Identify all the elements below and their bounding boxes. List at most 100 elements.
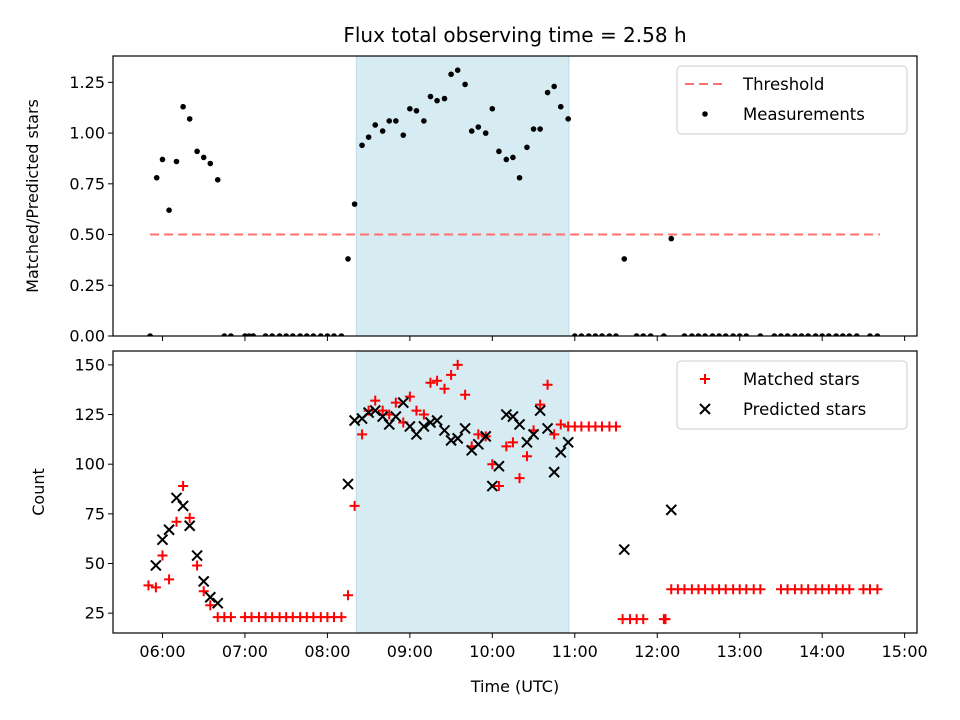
y-axis-label: Count [29, 468, 48, 516]
measurement-point [592, 333, 599, 336]
predicted-star-point [390, 410, 402, 423]
matched-star-point [638, 614, 649, 625]
measurement-point [778, 333, 784, 336]
measurement-point [454, 67, 461, 74]
matched-star-point [349, 500, 360, 511]
legend-plus-label: Matched stars [743, 370, 860, 389]
matched-star-point [150, 582, 161, 593]
measurement-point [318, 333, 324, 336]
legend-box [676, 360, 908, 430]
matched-star-point [501, 441, 512, 452]
matched-star-point [535, 399, 546, 410]
x-axis-label: Time (UTC) [470, 677, 559, 696]
measurement-point [462, 81, 468, 88]
measurement-point [530, 126, 537, 132]
x-tick-label: 08:00 [304, 642, 350, 661]
measurement-point [792, 333, 798, 336]
matched-star-point [192, 560, 203, 571]
measurement-point [180, 103, 186, 110]
predicted-star-point [534, 404, 546, 417]
matched-star-point [205, 600, 216, 611]
measurement-point [303, 333, 310, 336]
predicted-star-point [451, 432, 464, 445]
x-tick-label: 14:00 [799, 642, 845, 661]
observing-window-span [355, 55, 570, 337]
matched-star-point [418, 409, 429, 420]
matched-star-point [198, 586, 209, 597]
predicted-star-point [459, 422, 471, 435]
measurement-point [228, 333, 234, 336]
measurement-point [771, 333, 778, 336]
measurement-point [214, 176, 221, 183]
chart-title: Flux total observing time = 2.58 h [343, 23, 686, 47]
measurement-point [524, 144, 530, 151]
measurement-point [668, 235, 675, 242]
y-tick-label: 100 [74, 455, 105, 474]
measurement-point [421, 118, 427, 124]
measurement-point [427, 93, 434, 100]
measurement-point [557, 103, 564, 110]
y-tick-label: 0.75 [69, 174, 105, 193]
observing-window-span [355, 350, 570, 634]
measurement-point [730, 333, 736, 336]
measurement-point [393, 118, 399, 124]
matched-star-point [143, 580, 154, 591]
measurement-point [194, 148, 200, 155]
matched-star-point [432, 375, 443, 386]
x-tick-label: 10:00 [469, 642, 515, 661]
measurement-point [798, 333, 805, 336]
matched-star-point [343, 590, 354, 601]
predicted-star-point [183, 520, 196, 532]
measurement-point [289, 333, 296, 336]
predicted-star-point [548, 466, 560, 478]
measurement-point [153, 174, 160, 181]
measurement-point [345, 256, 351, 262]
y-tick-label: 75 [85, 504, 105, 523]
matched-star-point [404, 391, 415, 402]
measurement-point [166, 207, 172, 214]
matched-star-point [171, 516, 182, 527]
matched-star-point [411, 405, 422, 416]
measurement-point [310, 333, 317, 336]
measurement-point [482, 130, 489, 136]
series-0-0 [147, 67, 881, 336]
matched-star-point [157, 550, 168, 561]
predicted-star-point [541, 422, 554, 435]
predicted-star-point [618, 543, 630, 556]
x-tick-label: 09:00 [387, 642, 433, 661]
predicted-star-point [513, 418, 526, 431]
x-tick-label: 15:00 [882, 642, 928, 661]
measurement-point [400, 132, 407, 138]
measurement-point [489, 105, 496, 112]
measurement-point [338, 333, 345, 336]
matched-star-point [514, 473, 525, 484]
measurement-point [819, 333, 825, 336]
measurement-point [640, 333, 647, 336]
measurement-point [586, 333, 592, 336]
predicted-star-point [369, 404, 381, 417]
measurement-point [613, 333, 619, 336]
matched-star-point [377, 405, 388, 416]
legend-box [676, 65, 908, 135]
measurement-point [661, 333, 667, 336]
y-tick-label: 1.25 [69, 73, 105, 92]
measurement-point [621, 256, 628, 262]
x-tick-label: 12:00 [634, 642, 680, 661]
y-axis-label: Matched/Predicted stars [23, 99, 42, 293]
measurement-point [207, 160, 214, 167]
measurement-point [159, 156, 166, 163]
predicted-star-point [562, 436, 574, 449]
predicted-star-point [342, 478, 354, 490]
predicted-star-point [198, 575, 210, 588]
series-1-1 [150, 396, 677, 609]
matched-star-point [460, 389, 471, 400]
predicted-star-point [204, 591, 217, 603]
measurement-point [496, 148, 502, 155]
measurement-point [324, 333, 331, 336]
measurement-point [351, 201, 358, 207]
measurement-point [283, 333, 289, 336]
measurement-point [441, 95, 448, 102]
matched-star-point [611, 421, 622, 432]
predicted-star-point [163, 524, 175, 536]
legend-x-swatch [699, 403, 711, 415]
